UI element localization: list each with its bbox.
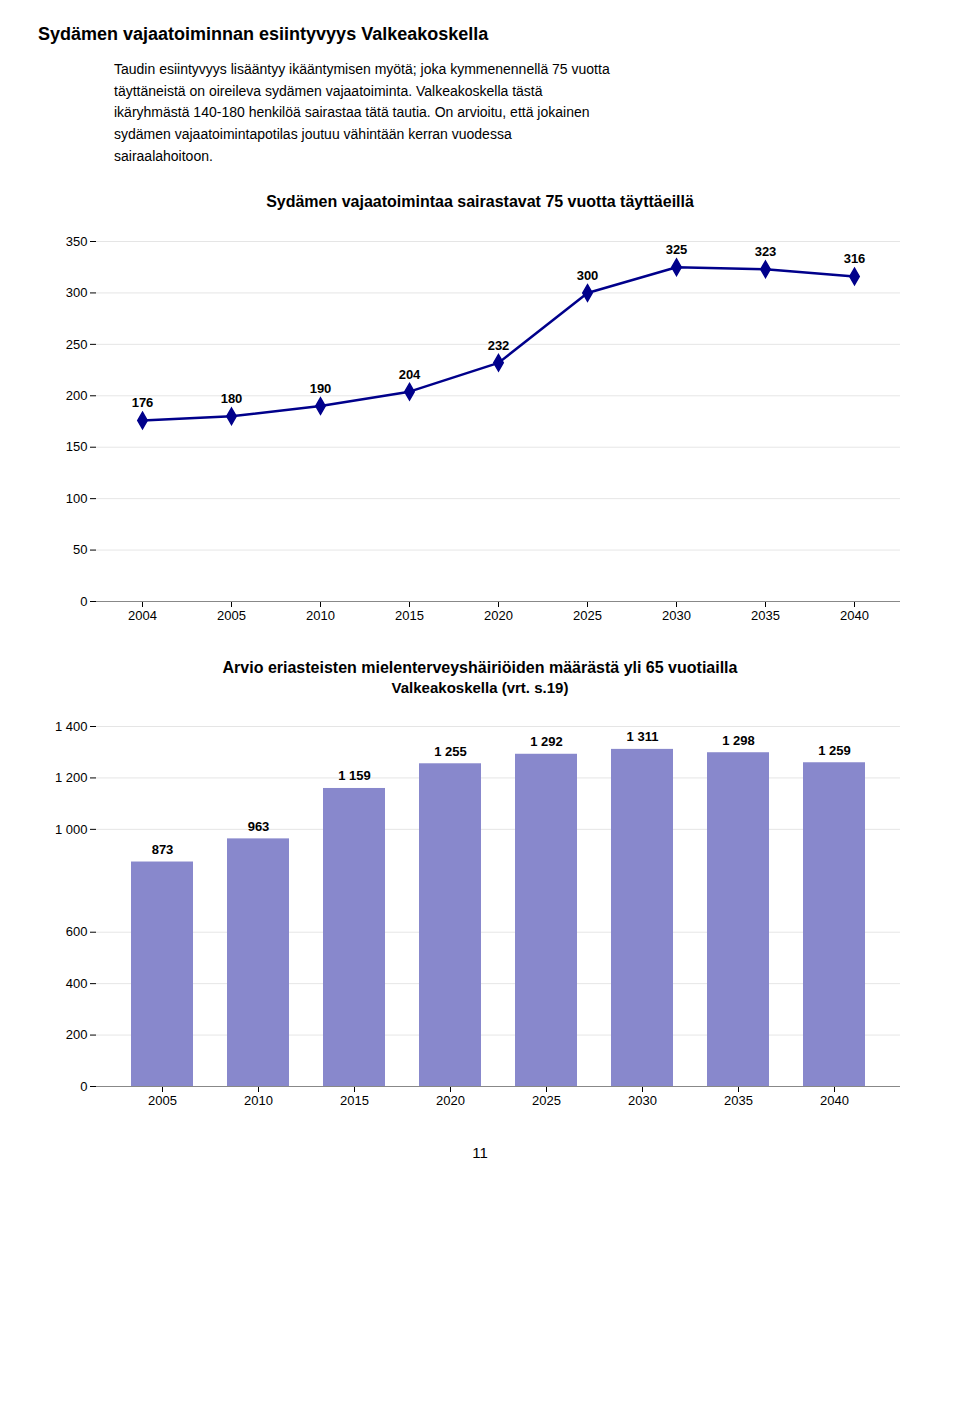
svg-text:204: 204 — [399, 367, 421, 382]
html-text:Sydämen vajaatoiminnan esiinty: Sydämen vajaatoiminnan esiintyvyys Valke… — [38, 24, 489, 44]
svg-text:2035: 2035 — [724, 1093, 753, 1108]
svg-text:2025: 2025 — [532, 1093, 561, 1108]
svg-text:100: 100 — [66, 491, 88, 506]
svg-text:600: 600 — [66, 925, 88, 940]
svg-text:1 255: 1 255 — [434, 744, 467, 759]
html-text:Taudin esiintyvyys lisääntyy i: Taudin esiintyvyys lisääntyy ikääntymise… — [114, 61, 610, 77]
svg-text:232: 232 — [488, 338, 510, 353]
svg-text:350: 350 — [66, 234, 88, 249]
svg-text:873: 873 — [152, 842, 174, 857]
html-text:ikäryhmästä 140-180 henkilöä s: ikäryhmästä 140-180 henkilöä sairastaa t… — [114, 104, 590, 121]
svg-text:1 259: 1 259 — [818, 743, 851, 758]
svg-text:2025: 2025 — [573, 608, 602, 623]
svg-text:2035: 2035 — [751, 608, 780, 623]
html-text:sairaalahoitoon.: sairaalahoitoon. — [114, 147, 213, 164]
html-text:Valkeakoskella (vrt. s.19): Valkeakoskella (vrt. s.19) — [391, 679, 569, 697]
svg-text:1 200: 1 200 — [55, 771, 88, 786]
svg-text:1 159: 1 159 — [338, 769, 371, 784]
svg-text:1 000: 1 000 — [55, 822, 88, 837]
svg-text:50: 50 — [73, 543, 87, 558]
svg-text:176: 176 — [132, 396, 154, 411]
html-text:11: 11 — [472, 1144, 488, 1162]
svg-text:1 298: 1 298 — [722, 733, 755, 748]
svg-text:2010: 2010 — [306, 608, 335, 623]
svg-text:2040: 2040 — [840, 608, 869, 623]
svg-text:2030: 2030 — [628, 1093, 657, 1108]
svg-text:180: 180 — [221, 392, 243, 407]
svg-text:1 400: 1 400 — [55, 719, 88, 734]
svg-text:400: 400 — [66, 976, 88, 991]
svg-text:2015: 2015 — [395, 608, 424, 623]
svg-text:0: 0 — [80, 594, 87, 609]
html-text:Sydämen vajaatoimintaa sairast: Sydämen vajaatoimintaa sairastavat 75 vu… — [266, 193, 694, 211]
svg-text:2005: 2005 — [217, 608, 246, 623]
svg-text:250: 250 — [66, 337, 88, 352]
svg-text:150: 150 — [66, 440, 88, 455]
svg-text:2015: 2015 — [340, 1093, 369, 1108]
svg-text:323: 323 — [755, 245, 777, 260]
svg-text:1 292: 1 292 — [530, 735, 563, 750]
svg-text:1 311: 1 311 — [627, 730, 659, 745]
svg-text:200: 200 — [66, 388, 88, 403]
svg-text:2020: 2020 — [484, 608, 513, 623]
svg-text:963: 963 — [248, 819, 270, 834]
svg-text:300: 300 — [577, 268, 599, 283]
svg-text:325: 325 — [666, 243, 688, 258]
svg-text:2005: 2005 — [148, 1093, 177, 1108]
svg-text:2020: 2020 — [436, 1093, 465, 1108]
svg-text:200: 200 — [66, 1028, 88, 1043]
html-text:Arvio eriasteisten mielenterve: Arvio eriasteisten mielenterveyshäiriöid… — [222, 659, 738, 677]
svg-text:0: 0 — [80, 1079, 87, 1094]
svg-text:300: 300 — [66, 286, 88, 301]
svg-text:2010: 2010 — [244, 1093, 273, 1108]
html-text:sydämen vajaatoimintapotilas j: sydämen vajaatoimintapotilas joutuu vähi… — [114, 126, 512, 143]
svg-text:190: 190 — [310, 382, 332, 397]
svg-text:2004: 2004 — [128, 608, 157, 623]
svg-text:2030: 2030 — [662, 608, 691, 623]
svg-text:316: 316 — [844, 252, 866, 267]
html-text:täyttäneistä on oireileva sydä: täyttäneistä on oireileva sydämen vajaat… — [114, 82, 543, 99]
svg-text:2040: 2040 — [820, 1093, 849, 1108]
